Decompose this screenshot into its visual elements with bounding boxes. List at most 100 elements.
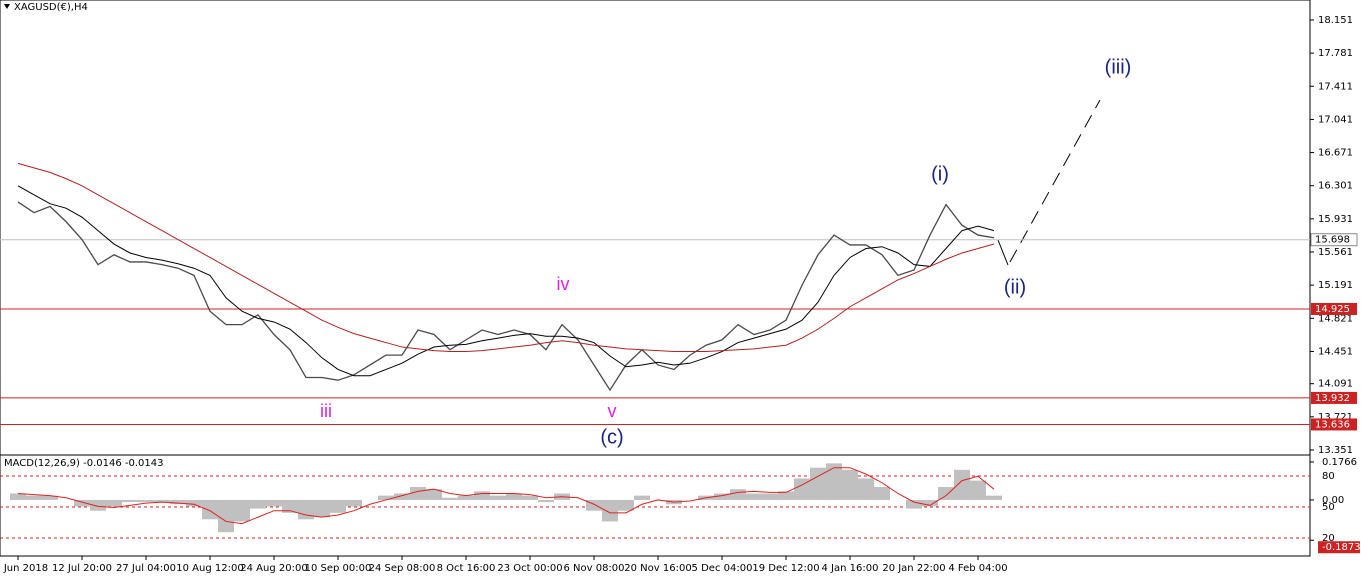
y-tick-label: 15.561: [1318, 247, 1353, 258]
histogram-bar: [474, 491, 490, 500]
y-tick-label: 14.821: [1318, 313, 1353, 324]
price-label: 15.698: [1315, 235, 1350, 246]
histogram-bar: [794, 478, 810, 500]
macd-title: MACD(12,26,9) -0.0146 -0.0143: [4, 458, 164, 469]
y-tick-label: 16.671: [1318, 148, 1353, 159]
histogram-bar: [986, 495, 1002, 500]
histogram-bar: [954, 469, 970, 500]
histogram-bar: [282, 499, 298, 513]
symbol-icon: [4, 4, 10, 9]
signal-line: [17, 467, 995, 525]
histogram-bar: [586, 499, 602, 511]
x-tick-label: 23 Oct 00:00: [497, 563, 562, 574]
histogram-bar: [746, 493, 762, 500]
plot-frame: [0, 0, 1311, 557]
histogram-bar: [714, 493, 730, 500]
histogram-bar: [90, 499, 106, 511]
y-tick-label: 17.411: [1318, 81, 1353, 92]
histogram-bar: [106, 499, 122, 507]
level-label: 14.925: [1315, 304, 1350, 315]
histogram-bar: [298, 499, 314, 520]
y-tick-label: 14.091: [1318, 379, 1353, 390]
x-tick-label: 20 Jan 22:00: [882, 563, 945, 574]
y-tick-label: -0.1873: [1322, 542, 1361, 553]
histogram-bar: [602, 499, 618, 522]
histogram-bar: [202, 499, 218, 520]
histogram-bar: [778, 491, 794, 500]
chart-title: XAGUSD(€),H4: [14, 2, 88, 13]
histogram-bar: [74, 499, 90, 507]
wave-label: v: [608, 401, 617, 421]
histogram-bar: [538, 499, 554, 503]
histogram-bar: [874, 487, 890, 500]
histogram-bar: [330, 499, 346, 513]
series-line: [17, 162, 995, 353]
wave-label: (iii): [1105, 56, 1132, 78]
y2-tick-label: 80: [1322, 471, 1335, 482]
histogram-bar: [170, 499, 186, 505]
histogram-bar: [458, 495, 474, 500]
histogram-bar: [154, 499, 170, 503]
histogram-bar: [762, 493, 778, 500]
level-box: [1311, 302, 1357, 315]
wave-label: (c): [600, 426, 623, 448]
histogram-bar: [426, 489, 442, 500]
y-tick-box: [1318, 541, 1360, 554]
histogram-bar: [234, 499, 250, 522]
histogram-bar: [42, 495, 58, 500]
x-tick-label: 5 Dec 04:00: [692, 563, 753, 574]
histogram-bar: [122, 499, 138, 503]
series-line: [17, 185, 995, 377]
histogram-bar: [810, 467, 826, 500]
y-tick-label: 17.041: [1318, 114, 1353, 125]
x-tick-label: 28 Jun 2018: [0, 563, 48, 574]
wave-label: iv: [557, 274, 570, 294]
histogram-bar: [490, 495, 506, 500]
y2-tick-label: 50: [1322, 502, 1335, 513]
histogram-bar: [506, 493, 522, 500]
x-tick-label: 8 Oct 16:00: [437, 563, 496, 574]
histogram-bar: [218, 499, 234, 533]
x-tick-label: 27 Jul 04:00: [116, 563, 176, 574]
y-tick-label: 16.301: [1318, 181, 1353, 192]
histogram-bar: [442, 497, 458, 500]
histogram-bar: [138, 499, 154, 503]
histogram-bar: [906, 499, 922, 509]
histogram-bar: [618, 499, 634, 511]
y2-tick-label: 20: [1322, 533, 1335, 544]
x-tick-label: 24 Sep 08:00: [369, 563, 436, 574]
x-tick-label: 20 Nov 16:00: [624, 563, 691, 574]
projection-up: [1009, 99, 1101, 263]
histogram-bar: [938, 487, 954, 500]
histogram-bar: [826, 463, 842, 500]
histogram-bar: [922, 499, 938, 507]
y-tick-label: 0.00: [1322, 495, 1344, 506]
x-tick-label: 10 Aug 12:00: [176, 563, 243, 574]
y-tick-label: 13.351: [1318, 445, 1353, 456]
histogram-bar: [10, 493, 26, 500]
level-box: [1311, 391, 1357, 404]
y-tick-label: 18.151: [1318, 15, 1353, 26]
projection-down: [997, 239, 1009, 266]
histogram-bar: [250, 499, 266, 509]
y-tick-label: 13.721: [1318, 412, 1353, 423]
x-tick-label: 4 Jan 16:00: [822, 563, 879, 574]
histogram-bar: [970, 480, 986, 500]
level-box: [1311, 418, 1357, 431]
histogram-bar: [394, 493, 410, 500]
y-tick-label: 0.1766: [1322, 457, 1357, 468]
x-tick-label: 19 Dec 12:00: [752, 563, 819, 574]
x-tick-label: 4 Feb 04:00: [948, 563, 1007, 574]
y-tick-label: 14.451: [1318, 346, 1353, 357]
histogram-bar: [346, 499, 362, 507]
y-tick-label: 15.191: [1318, 280, 1353, 291]
histogram-bar: [266, 499, 282, 507]
histogram-bar: [730, 489, 746, 500]
histogram-bar: [314, 499, 330, 518]
histogram-bar: [26, 495, 42, 500]
x-tick-label: 10 Sep 00:00: [305, 563, 372, 574]
y-tick-label: 15.931: [1318, 214, 1353, 225]
series-line: [17, 201, 995, 392]
